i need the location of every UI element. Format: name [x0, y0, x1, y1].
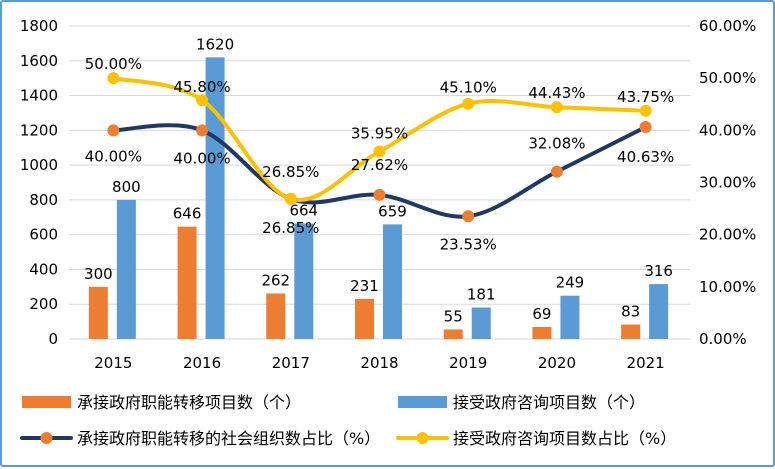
line-value-label: 45.10% — [440, 79, 497, 97]
line-point — [462, 97, 475, 110]
bar-value-label: 249 — [556, 274, 585, 292]
line-value-label: 35.95% — [351, 124, 408, 142]
bar — [294, 223, 314, 339]
line-point — [107, 124, 120, 137]
bar-value-label: 646 — [173, 205, 202, 223]
bar — [355, 298, 374, 339]
line-point — [196, 94, 209, 107]
x-category-label: 2015 — [94, 354, 132, 372]
line-value-label: 44.43% — [528, 84, 585, 102]
bars — [88, 57, 669, 340]
line-value-label: 43.75% — [617, 88, 674, 106]
y-left-tick: 1400 — [20, 87, 58, 105]
bar-value-label: 316 — [644, 262, 673, 280]
left-axis: 0 200 400 600 800 1000 1200 1400 1600 1800 — [20, 17, 58, 348]
bar-value-label: 262 — [261, 271, 290, 289]
line-value-label: 26.85% — [262, 219, 319, 237]
x-category-label: 2021 — [627, 354, 665, 372]
legend-label: 接受政府咨询项目数（个） — [453, 393, 645, 412]
bar-value-label: 1620 — [196, 35, 234, 53]
line-value-label: 50.00% — [85, 55, 142, 73]
legend-swatch — [22, 396, 71, 408]
y-left-tick: 1200 — [20, 121, 58, 139]
x-category-label: 2016 — [183, 354, 221, 372]
line-value-label: 32.08% — [528, 135, 585, 153]
y-right-tick: 30.00% — [699, 174, 756, 192]
y-right-tick: 40.00% — [699, 121, 756, 139]
bar-value-label: 69 — [532, 305, 551, 323]
bar — [205, 57, 225, 340]
y-left-tick: 1600 — [20, 52, 58, 70]
y-left-tick: 1000 — [20, 156, 58, 174]
legend-label: 承接政府职能转移的社会组织数占比（%） — [77, 429, 380, 448]
line-point — [639, 121, 652, 134]
bar-value-label: 55 — [444, 307, 463, 325]
x-category-label: 2018 — [360, 354, 398, 372]
bar-value-label: 664 — [289, 202, 318, 220]
line-point — [196, 124, 209, 137]
bar-value-label: 181 — [467, 286, 496, 304]
bar — [116, 199, 136, 339]
line-point — [462, 210, 475, 223]
y-left-tick: 1800 — [20, 17, 58, 35]
line-point — [550, 101, 563, 114]
line-point — [373, 145, 386, 158]
line-value-label: 40.00% — [85, 147, 142, 165]
line-value-label: 40.63% — [617, 148, 674, 166]
y-right-tick: 50.00% — [699, 69, 756, 87]
line-value-label: 23.53% — [440, 235, 497, 253]
y-left-tick: 600 — [29, 226, 58, 244]
x-category-label: 2017 — [272, 354, 310, 372]
y-left-tick: 800 — [29, 191, 58, 209]
bar — [532, 327, 552, 339]
legend-swatch — [398, 396, 447, 408]
gridlines — [69, 25, 690, 340]
line-value-label: 26.85% — [262, 163, 319, 181]
bar-value-label: 800 — [112, 178, 141, 196]
bar — [266, 293, 286, 339]
x-category-label: 2020 — [538, 354, 576, 372]
bar-value-label: 83 — [621, 303, 640, 321]
category-axis: 2015 2016 2017 2018 2019 2020 2021 — [94, 354, 664, 372]
bar-value-label: 231 — [350, 277, 379, 295]
bar — [560, 295, 580, 339]
bar — [443, 329, 463, 339]
legend-label: 承接政府职能转移项目数（个） — [77, 393, 301, 412]
y-left-tick: 400 — [29, 260, 58, 278]
line-point — [550, 165, 563, 178]
right-axis: 0.00% 10.00% 20.00% 30.00% 40.00% 50.00% 60.00… — [699, 17, 756, 348]
line-value-label: 40.00% — [173, 149, 230, 167]
bar — [383, 224, 402, 339]
line-point — [639, 104, 652, 117]
bar — [649, 284, 669, 339]
bar — [621, 324, 641, 339]
bar — [471, 307, 491, 339]
line-point — [284, 192, 297, 205]
y-right-tick: 60.00% — [699, 17, 756, 35]
line-value-label: 45.80% — [173, 78, 230, 96]
legend-marker — [416, 432, 429, 444]
y-right-tick: 20.00% — [699, 226, 756, 244]
y-left-tick: 200 — [29, 295, 58, 313]
y-left-tick: 0 — [48, 330, 58, 348]
bar-value-label: 659 — [378, 202, 407, 220]
legend-label: 接受政府咨询项目数占比（%） — [453, 429, 676, 448]
line-point — [373, 188, 386, 201]
x-category-label: 2019 — [449, 354, 487, 372]
bar — [177, 226, 197, 339]
bar-value-label: 300 — [84, 265, 113, 283]
line-value-label: 27.62% — [351, 156, 408, 174]
y-right-tick: 10.00% — [699, 278, 756, 296]
legend: 承接政府职能转移项目数（个） 接受政府咨询项目数（个） 承接政府职能转移的社会组织数… — [20, 393, 676, 448]
data-labels: 300 646 262 231 55 69 83 800 1620 664 659 181 249 316… — [84, 35, 674, 325]
y-right-tick: 0.00% — [699, 330, 747, 348]
line-point — [107, 72, 120, 85]
legend-marker — [40, 432, 53, 444]
bar — [88, 286, 108, 339]
lines — [107, 72, 652, 223]
